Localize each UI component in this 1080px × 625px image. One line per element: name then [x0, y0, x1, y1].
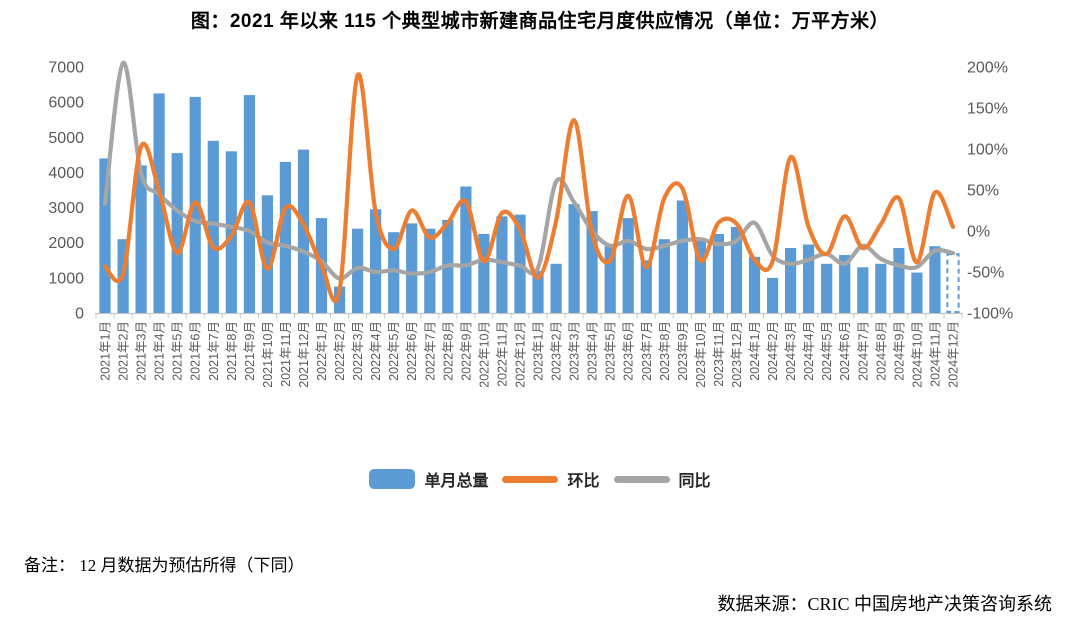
svg-text:2021年2月: 2021年2月 — [117, 321, 131, 381]
svg-text:2000: 2000 — [48, 235, 84, 252]
svg-text:2024年2月: 2024年2月 — [766, 321, 780, 381]
svg-text:2023年3月: 2023年3月 — [568, 321, 582, 381]
svg-text:2024年5月: 2024年5月 — [820, 321, 834, 381]
svg-text:2022年1月: 2022年1月 — [315, 321, 329, 381]
svg-text:100%: 100% — [967, 142, 1008, 159]
svg-text:2022年7月: 2022年7月 — [423, 321, 437, 381]
svg-text:2023年4月: 2023年4月 — [586, 321, 600, 381]
svg-text:2022年8月: 2022年8月 — [441, 321, 455, 381]
svg-text:2023年1月: 2023年1月 — [532, 321, 546, 381]
svg-text:7000: 7000 — [48, 60, 84, 77]
svg-text:2021年11月: 2021年11月 — [279, 321, 293, 387]
svg-text:2021年3月: 2021年3月 — [135, 321, 149, 381]
svg-text:2022年12月: 2022年12月 — [514, 321, 528, 388]
svg-text:2022年3月: 2022年3月 — [351, 321, 365, 381]
svg-text:2024年12月: 2024年12月 — [947, 321, 961, 388]
svg-text:2021年12月: 2021年12月 — [297, 321, 311, 388]
svg-text:2022年10月: 2022年10月 — [477, 321, 491, 388]
svg-text:2023年6月: 2023年6月 — [622, 321, 636, 381]
svg-text:2023年12月: 2023年12月 — [730, 321, 744, 388]
svg-text:2024年4月: 2024年4月 — [802, 321, 816, 381]
svg-text:2021年1月: 2021年1月 — [99, 321, 113, 381]
chart-title: 图：2021 年以来 115 个典型城市新建商品住宅月度供应情况（单位：万平方米… — [190, 11, 890, 32]
svg-text:2023年7月: 2023年7月 — [640, 321, 654, 381]
svg-text:2023年5月: 2023年5月 — [604, 321, 618, 381]
legend-label-monthly-total: 单月总量 — [424, 473, 489, 490]
svg-text:2023年8月: 2023年8月 — [658, 321, 672, 381]
svg-text:2024年9月: 2024年9月 — [892, 321, 906, 381]
svg-text:2022年9月: 2022年9月 — [459, 321, 473, 381]
svg-text:2021年7月: 2021年7月 — [207, 321, 221, 381]
legend-item-mom: 环比 — [502, 467, 600, 491]
data-source: 数据来源：CRIC 中国房地产决策咨询系统 — [717, 594, 1052, 614]
svg-text:-50%: -50% — [967, 265, 1004, 282]
svg-text:2021年8月: 2021年8月 — [225, 321, 239, 381]
svg-text:2023年11月: 2023年11月 — [712, 321, 726, 387]
yoy-series-swatch — [613, 475, 670, 483]
svg-text:2024年8月: 2024年8月 — [874, 321, 888, 381]
svg-text:2023年10月: 2023年10月 — [694, 321, 708, 388]
svg-text:3000: 3000 — [48, 200, 84, 217]
footnote: 备注： 12 月数据为预估所得（下同） — [24, 556, 305, 575]
svg-text:2022年5月: 2022年5月 — [387, 321, 401, 381]
svg-text:2021年4月: 2021年4月 — [153, 321, 167, 381]
svg-text:2023年2月: 2023年2月 — [550, 321, 564, 381]
svg-text:6000: 6000 — [48, 95, 84, 112]
svg-text:2024年7月: 2024年7月 — [856, 321, 870, 381]
svg-text:2024年11月: 2024年11月 — [928, 321, 942, 387]
svg-text:2021年9月: 2021年9月 — [243, 321, 257, 381]
svg-text:200%: 200% — [967, 60, 1008, 77]
svg-text:2024年10月: 2024年10月 — [910, 321, 924, 388]
svg-text:2022年11月: 2022年11月 — [495, 321, 509, 387]
legend-item-yoy: 同比 — [613, 467, 711, 491]
svg-text:2022年2月: 2022年2月 — [333, 321, 347, 381]
svg-text:2024年3月: 2024年3月 — [784, 321, 798, 381]
legend-item-monthly-total: 单月总量 — [369, 467, 488, 491]
svg-text:1000: 1000 — [48, 270, 84, 287]
svg-text:2021年6月: 2021年6月 — [189, 321, 203, 381]
svg-text:50%: 50% — [967, 183, 999, 200]
svg-text:4000: 4000 — [48, 165, 84, 182]
svg-text:0%: 0% — [967, 224, 990, 241]
svg-text:2022年4月: 2022年4月 — [369, 321, 383, 381]
svg-text:2024年1月: 2024年1月 — [748, 321, 762, 381]
legend-label-yoy: 同比 — [678, 473, 711, 490]
svg-text:2022年6月: 2022年6月 — [405, 321, 419, 381]
svg-text:-100%: -100% — [967, 306, 1013, 323]
bar-series-swatch — [369, 469, 416, 489]
svg-text:2024年6月: 2024年6月 — [838, 321, 852, 381]
svg-text:2021年5月: 2021年5月 — [171, 321, 185, 381]
svg-text:0: 0 — [75, 306, 84, 323]
mom-series-swatch — [502, 475, 559, 483]
svg-text:2021年10月: 2021年10月 — [261, 321, 275, 388]
svg-text:150%: 150% — [967, 101, 1008, 118]
chart-legend: 单月总量 环比 同比 — [0, 467, 1080, 491]
supply-chart-canvas: 0 1000 2000 3000 4000 5000 6000 7000 -100% -50% 0%… — [48, 60, 1013, 388]
svg-text:2023年9月: 2023年9月 — [676, 321, 690, 381]
svg-text:5000: 5000 — [48, 130, 84, 147]
legend-label-mom: 环比 — [567, 473, 600, 490]
